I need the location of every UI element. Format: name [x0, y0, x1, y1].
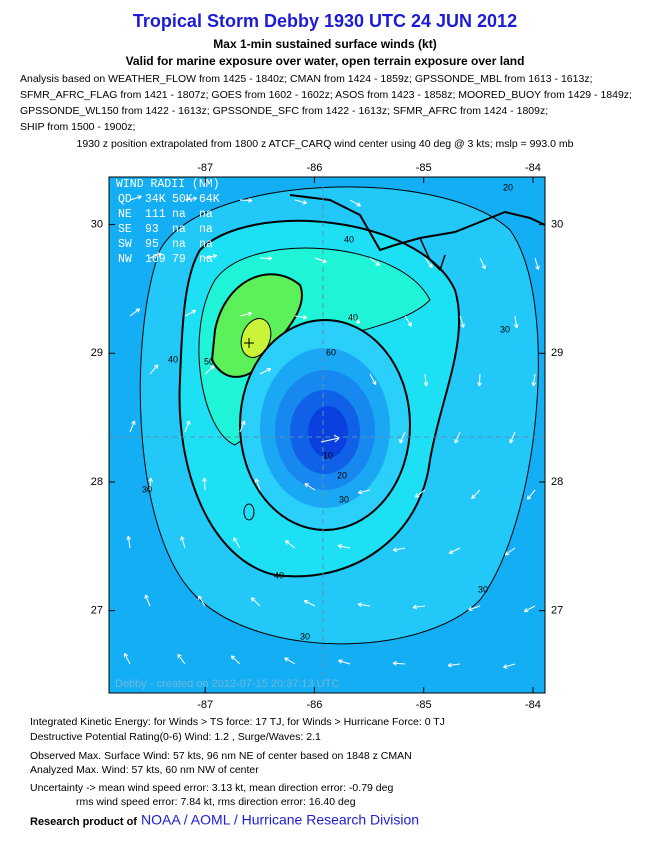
- lon-tick-label: -85: [416, 162, 432, 174]
- lat-tick-label: 27: [91, 605, 103, 617]
- arrow-shaft: [240, 200, 252, 201]
- contour-label: 30: [142, 484, 152, 494]
- footer-line: Observed Max. Surface Wind: 57 kts, 96 n…: [30, 750, 412, 762]
- lon-tick-label: -87: [197, 162, 213, 174]
- org-link[interactable]: NOAA / AOML / Hurricane Research Divisio…: [141, 812, 419, 828]
- contour-label: 20: [503, 182, 513, 192]
- lon-tick-label: -84: [525, 162, 541, 174]
- radii-cell: 109: [145, 253, 166, 266]
- contour-label: 30: [300, 631, 310, 641]
- analysis-line: Analysis based on WEATHER_FLOW from 1425…: [20, 73, 592, 85]
- radii-cell: SW: [118, 238, 132, 251]
- lon-tick-label: -87: [197, 699, 213, 711]
- lat-tick-label: 30: [91, 219, 103, 231]
- lat-tick-label: 27: [551, 605, 563, 617]
- radii-cell: na: [199, 253, 213, 266]
- radii-cell: 93: [145, 223, 159, 236]
- contour-label: 50: [204, 356, 214, 366]
- lon-tick-label: -85: [416, 699, 432, 711]
- contour-label: 40: [168, 354, 178, 364]
- contour-label: 30: [339, 494, 349, 504]
- position-note: 1930 z position extrapolated from 1800 z…: [77, 138, 574, 150]
- lat-tick-label: 28: [551, 476, 563, 488]
- footer-line: Analyzed Max. Wind: 57 kts, 60 nm NW of …: [30, 764, 259, 776]
- contour-label: 30: [500, 324, 510, 334]
- lon-tick-label: -86: [306, 699, 322, 711]
- footer-line: Uncertainty -> mean wind speed error: 3.…: [30, 782, 393, 794]
- radii-cell: na: [199, 208, 213, 221]
- analysis-line: GPSSONDE_WL150 from 1422 - 1613z; GPSSON…: [20, 105, 548, 117]
- lat-tick-label: 30: [551, 219, 563, 231]
- contour-label: 30: [478, 584, 488, 594]
- lon-tick-label: -86: [306, 162, 322, 174]
- analysis-line: SFMR_AFRC_FLAG from 1421 - 1807z; GOES f…: [20, 89, 632, 101]
- radii-cell: na: [172, 208, 186, 221]
- credit: Debby - created on 2012-07-15 20:37:13 U…: [115, 678, 339, 690]
- radii-cell: 111: [145, 208, 166, 221]
- lat-tick-label: 28: [91, 476, 103, 488]
- radii-cell: QD: [118, 193, 132, 206]
- research-label: Research product of: [30, 816, 137, 828]
- footer-line: Destructive Potential Rating(0-6) Wind: …: [30, 731, 321, 743]
- subtitle: Max 1-min sustained surface winds (kt): [213, 37, 436, 51]
- radii-cell: na: [172, 223, 186, 236]
- radii-cell: na: [199, 238, 213, 251]
- radii-cell: 95: [145, 238, 159, 251]
- analysis-line: SHIP from 1500 - 1900z;: [20, 121, 135, 133]
- footer-line: Integrated Kinetic Energy: for Winds > T…: [30, 716, 445, 728]
- contour-label: 40: [274, 570, 284, 580]
- footer-line: rms wind speed error: 7.84 kt, rms direc…: [76, 796, 356, 808]
- lat-tick-label: 29: [91, 347, 103, 359]
- radii-cell: 79: [172, 253, 186, 266]
- radii-cell: 50K: [172, 193, 193, 206]
- contour-label: 60: [326, 347, 336, 357]
- lat-tick-label: 29: [551, 347, 563, 359]
- contour-label: 40: [344, 234, 354, 244]
- radii-cell: 34K: [145, 193, 166, 206]
- contour-label: 10: [323, 450, 333, 460]
- title: Tropical Storm Debby 1930 UTC 24 JUN 201…: [133, 11, 517, 31]
- subtitle: Valid for marine exposure over water, op…: [126, 54, 525, 68]
- contour-label: 20: [337, 470, 347, 480]
- contour-label: 40: [348, 312, 358, 322]
- radii-cell: na: [199, 223, 213, 236]
- radii-cell: SE: [118, 223, 132, 236]
- radii-title: WIND RADII (NM): [116, 178, 220, 191]
- radii-cell: NW: [118, 253, 132, 266]
- lon-tick-label: -84: [525, 699, 541, 711]
- radii-cell: 64K: [199, 193, 220, 206]
- radii-cell: na: [172, 238, 186, 251]
- radii-cell: NE: [118, 208, 132, 221]
